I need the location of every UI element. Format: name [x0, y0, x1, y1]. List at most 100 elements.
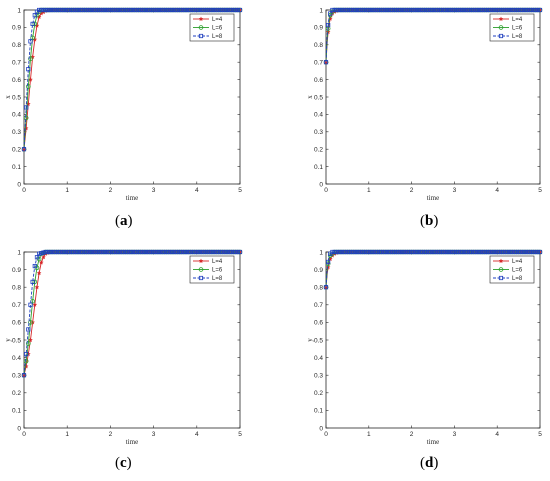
series-L8-c: [21, 249, 243, 378]
data-point: [231, 7, 236, 13]
data-point: [394, 249, 399, 255]
x-tick-label: 2: [109, 187, 113, 194]
data-point: [203, 7, 208, 13]
y-tick-label: 1: [17, 249, 21, 256]
data-point: [173, 7, 178, 13]
y-tick-label: 0.7: [314, 60, 323, 67]
data-point: [388, 249, 393, 255]
data-point: [125, 7, 130, 13]
data-point: [392, 249, 397, 255]
data-point: [409, 7, 414, 13]
y-tick-label: 0.4: [314, 112, 323, 119]
series-L8-a: [21, 7, 243, 152]
data-point: [103, 7, 109, 13]
data-point: [153, 7, 158, 13]
x-axis-label: time: [427, 194, 439, 202]
data-point: [147, 7, 152, 13]
data-point: [473, 7, 478, 13]
data-point: [80, 249, 85, 255]
data-point: [430, 7, 436, 13]
data-point: [235, 249, 240, 255]
data-point: [467, 249, 472, 255]
data-point: [497, 7, 502, 13]
data-point: [475, 249, 481, 255]
y-tick-label: 0.4: [12, 112, 21, 119]
data-point: [537, 7, 543, 13]
data-point: [448, 7, 453, 13]
series-L8-b: [323, 7, 543, 65]
data-point: [411, 7, 416, 13]
x-tick-label: 2: [109, 431, 113, 438]
data-point: [132, 7, 137, 13]
data-point: [328, 11, 333, 16]
data-point: [186, 7, 191, 13]
data-point: [334, 249, 339, 255]
x-tick-label: 1: [367, 187, 371, 194]
data-point: [345, 7, 350, 13]
data-point: [39, 7, 44, 13]
data-point: [216, 249, 221, 255]
data-point: [428, 249, 433, 255]
y-axis-label: y: [4, 338, 12, 342]
data-point: [103, 249, 109, 255]
data-point: [220, 249, 225, 255]
data-point: [349, 249, 354, 255]
data-point: [211, 249, 217, 255]
data-point: [201, 7, 206, 13]
y-axis-label: x: [306, 95, 314, 99]
data-point: [356, 249, 361, 255]
data-point: [175, 7, 180, 13]
x-tick-label: 0: [324, 187, 328, 194]
data-point: [495, 249, 500, 255]
y-tick-label: 0.7: [12, 302, 21, 309]
data-point: [142, 7, 148, 13]
data-point: [531, 7, 536, 13]
data-point: [95, 7, 100, 13]
data-point: [32, 21, 38, 27]
data-point: [529, 249, 534, 255]
x-tick-label: 0: [22, 431, 26, 438]
data-point: [207, 249, 212, 255]
legend-label: L=8: [212, 34, 223, 40]
caption-b: (b): [420, 213, 438, 230]
legend-label: L=6: [512, 268, 523, 274]
data-point: [330, 249, 335, 255]
data-point: [26, 327, 31, 332]
data-point: [62, 249, 68, 255]
data-point: [465, 7, 470, 13]
y-tick-label: 0.6: [12, 77, 21, 84]
data-point: [433, 249, 438, 255]
data-point: [347, 249, 352, 255]
data-point: [26, 67, 31, 72]
data-point: [471, 249, 476, 255]
data-point: [21, 373, 27, 378]
data-point: [388, 7, 393, 13]
data-point: [28, 56, 33, 62]
data-point: [460, 249, 466, 255]
data-point: [415, 249, 421, 255]
data-point: [514, 249, 519, 255]
data-point: [69, 249, 74, 255]
y-tick-label: 0.2: [314, 147, 323, 154]
data-point: [73, 249, 78, 255]
data-point: [32, 37, 38, 42]
data-point: [155, 249, 161, 255]
data-point: [507, 7, 513, 13]
data-point: [26, 341, 31, 346]
data-point: [114, 7, 119, 13]
data-point: [216, 7, 221, 13]
data-point: [510, 249, 515, 255]
data-point: [147, 249, 152, 255]
y-tick-label: 0.4: [314, 355, 323, 362]
data-point: [237, 249, 243, 255]
data-point: [501, 7, 506, 13]
y-tick-label: 0.1: [314, 164, 323, 171]
data-point: [360, 249, 365, 255]
data-point: [97, 249, 102, 255]
data-point: [364, 7, 369, 13]
data-point: [155, 7, 161, 13]
data-point: [488, 7, 493, 13]
data-point: [364, 249, 369, 255]
data-point: [413, 7, 418, 13]
y-tick-label: 0: [17, 425, 21, 432]
